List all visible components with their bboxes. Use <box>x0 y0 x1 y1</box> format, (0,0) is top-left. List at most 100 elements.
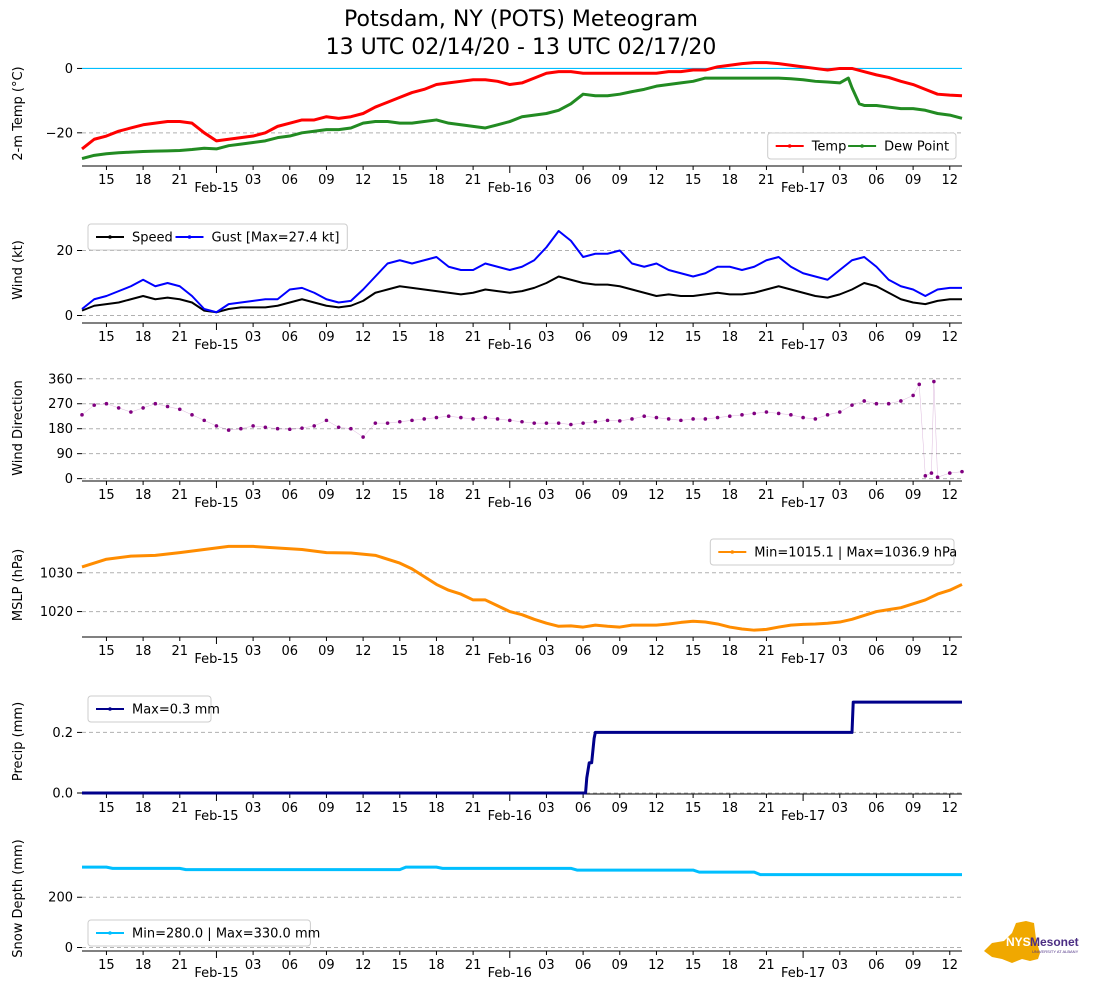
x-tick-label: 18 <box>135 488 152 503</box>
x-tick-label: 15 <box>685 173 702 188</box>
wind-direction-point <box>459 415 463 420</box>
x-tick-label: 15 <box>685 801 702 816</box>
wind-direction-point <box>630 417 634 421</box>
x-tick-label: 15 <box>685 644 702 659</box>
x-tick-label: 15 <box>98 488 115 503</box>
x-tick-label: 15 <box>98 173 115 188</box>
wind-direction-point <box>703 417 708 421</box>
x-tick-label: 21 <box>172 958 189 973</box>
x-tick-label: 18 <box>722 330 739 345</box>
x-tick-label: 09 <box>318 330 335 345</box>
x-tick-label: 06 <box>575 644 592 659</box>
y-tick-label: 180 <box>48 422 73 437</box>
x-tick-label: 18 <box>428 173 445 188</box>
x-tick-label: 09 <box>612 488 629 503</box>
x-tick-label: 09 <box>905 644 922 659</box>
wind-direction-point <box>740 413 744 417</box>
wind-direction-point <box>434 415 439 420</box>
x-tick-label: 21 <box>465 330 482 345</box>
wind-direction-point <box>727 414 732 419</box>
legend-label: Max=0.3 mm <box>132 703 220 718</box>
day-label: Feb-17 <box>781 181 825 196</box>
wind-direction-point <box>825 413 830 417</box>
wind-direction-point <box>666 417 671 421</box>
x-tick-label: 21 <box>465 801 482 816</box>
panel-mslp: 15 18 21 03 06 09 12 15 18 21 03 06 09 12 15 18 21 03 06 09… <box>11 538 963 667</box>
x-tick-label: 09 <box>905 173 922 188</box>
x-tick-label: 06 <box>575 173 592 188</box>
wind-direction-point <box>929 471 934 475</box>
x-tick-label: 12 <box>355 958 372 973</box>
wind-direction-point <box>202 418 207 423</box>
x-tick-label: 15 <box>98 801 115 816</box>
series-line-dew <box>81 76 963 161</box>
x-tick-label: 15 <box>98 644 115 659</box>
x-tick-label: 03 <box>832 173 849 188</box>
x-tick-label: 09 <box>318 488 335 503</box>
x-tick-label: 21 <box>465 173 482 188</box>
y-axis-label: MSLP (hPa) <box>11 549 26 621</box>
x-tick-label: 03 <box>538 644 555 659</box>
x-tick-label: 03 <box>245 330 262 345</box>
y-axis-label: Wind (kt) <box>11 240 26 300</box>
day-label: Feb-15 <box>194 652 238 667</box>
day-label: Feb-17 <box>781 338 825 353</box>
x-tick-label: 03 <box>832 958 849 973</box>
day-label: Feb-16 <box>488 966 532 981</box>
wind-direction-point <box>715 415 720 420</box>
title-station: Potsdam, NY (POTS) Meteogram <box>344 7 698 32</box>
wind-direction-point <box>862 399 867 403</box>
wind-direction-point <box>544 421 549 425</box>
x-tick-label: 21 <box>758 644 775 659</box>
y-axis-label: 2-m Temp (°C) <box>11 66 26 160</box>
x-tick-label: 18 <box>428 488 445 503</box>
legend-label: Min=1015.1 | Max=1036.9 hPa <box>754 546 957 561</box>
x-tick-label: 21 <box>172 801 189 816</box>
y-tick-label: 0.2 <box>52 726 73 741</box>
wind-direction-point <box>287 427 292 432</box>
wind-direction-point <box>495 417 500 421</box>
panel-precip: 15 18 21 03 06 09 12 15 18 21 03 06 09 12 15 18 21 03 06 09… <box>11 695 962 824</box>
legend-frame <box>87 919 311 947</box>
wind-direction-point <box>932 379 936 384</box>
panel-wind: 15 18 21 03 06 09 12 15 18 21 03 06 09 12 15 18 21 03 06 09… <box>11 223 962 353</box>
x-tick-label: 06 <box>868 958 885 973</box>
x-tick-label: 15 <box>98 958 115 973</box>
legend-label: Temp <box>811 140 847 155</box>
legend-marker <box>108 235 112 239</box>
wind-direction-point <box>275 426 280 431</box>
ny-state-logo-icon: NYS Mesonet UNIVERSITY AT ALBANY <box>984 921 1079 963</box>
wind-direction-point <box>385 421 390 425</box>
x-tick-label: 06 <box>575 801 592 816</box>
wind-direction-point <box>899 399 903 403</box>
series-line-max=0.3 <box>82 700 962 795</box>
series-line-temp <box>81 61 963 151</box>
y-tick-label: 1020 <box>40 605 73 620</box>
wind-direction-point <box>801 415 805 420</box>
wind-direction-point <box>324 418 329 423</box>
x-tick-label: 21 <box>465 488 482 503</box>
x-tick-label: 18 <box>135 801 152 816</box>
wind-direction-point <box>886 401 891 406</box>
x-tick-label: 18 <box>722 801 739 816</box>
day-label: Feb-17 <box>781 496 825 511</box>
x-tick-label: 21 <box>172 488 189 503</box>
series-line-gust <box>81 230 962 314</box>
x-tick-label: 15 <box>392 488 409 503</box>
x-tick-label: 18 <box>722 488 739 503</box>
chart-title: Potsdam, NY (POTS) Meteogram 13 UTC 02/1… <box>0 6 1042 62</box>
x-tick-label: 18 <box>428 330 445 345</box>
x-tick-label: 12 <box>942 488 959 503</box>
x-tick-label: 18 <box>722 958 739 973</box>
x-tick-label: 21 <box>172 173 189 188</box>
x-tick-label: 21 <box>758 330 775 345</box>
legend-frame <box>709 538 955 566</box>
wind-direction-point <box>141 406 145 410</box>
legend-label: Dew Point <box>884 140 949 155</box>
x-tick-label: 03 <box>832 330 849 345</box>
x-tick-label: 21 <box>172 644 189 659</box>
wind-direction-point <box>214 424 219 428</box>
legend-marker <box>730 550 735 554</box>
legend: Min=1015.1 | Max=1036.9 hPa <box>709 538 957 566</box>
x-tick-label: 09 <box>905 330 922 345</box>
